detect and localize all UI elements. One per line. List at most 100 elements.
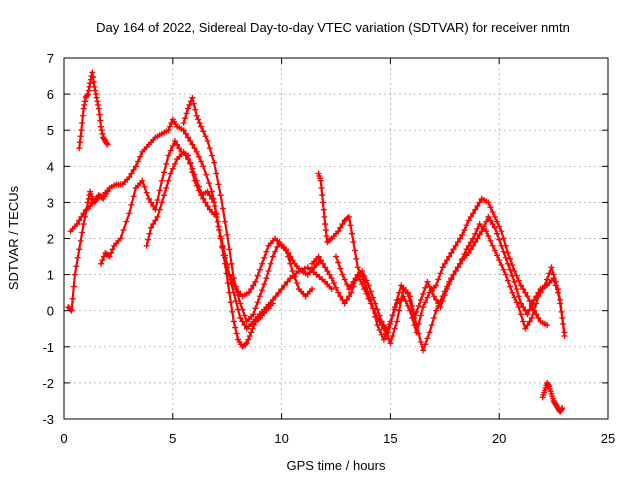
data-point-marker: [319, 199, 326, 206]
data-point-marker: [504, 277, 511, 284]
data-point-marker: [439, 264, 446, 271]
data-point-marker: [363, 277, 370, 284]
data-point-marker: [476, 199, 483, 206]
data-point-marker: [150, 221, 157, 228]
data-point-marker: [193, 112, 200, 119]
data-point-marker: [520, 318, 527, 325]
data-point-marker: [433, 307, 440, 314]
data-point-marker: [252, 278, 259, 285]
series-trace-c: [67, 116, 276, 350]
data-point-marker: [374, 306, 381, 313]
data-point-marker: [189, 94, 196, 101]
data-point-marker: [198, 158, 205, 165]
data-point-marker: [139, 177, 146, 184]
data-point-marker: [85, 87, 92, 94]
data-point-marker: [491, 247, 498, 254]
data-point-marker: [226, 246, 233, 253]
data-point-marker: [356, 276, 363, 283]
data-point-marker: [94, 98, 101, 105]
data-point-marker: [322, 227, 329, 234]
data-point-marker: [156, 187, 163, 194]
data-point-marker: [243, 340, 250, 347]
data-point-marker: [213, 170, 220, 177]
data-point-marker: [161, 192, 168, 199]
data-point-marker: [237, 314, 244, 321]
data-point-marker: [348, 282, 355, 289]
data-point-marker: [511, 278, 518, 285]
data-point-marker: [509, 289, 516, 296]
data-point-marker: [317, 177, 324, 184]
data-point-marker: [232, 324, 239, 331]
data-point-marker: [202, 199, 209, 206]
data-point-marker: [422, 299, 429, 306]
data-point-marker: [128, 201, 135, 208]
data-point-marker: [463, 222, 470, 229]
data-point-marker: [454, 239, 461, 246]
data-point-marker: [77, 237, 84, 244]
data-point-marker: [167, 170, 174, 177]
data-point-marker: [507, 283, 514, 290]
data-point-marker: [450, 271, 457, 278]
data-point-marker: [95, 105, 102, 112]
data-point-marker: [491, 224, 498, 231]
data-point-marker: [528, 314, 535, 321]
data-point-marker: [318, 184, 325, 191]
data-point-marker: [561, 329, 568, 336]
data-point-marker: [348, 289, 355, 296]
data-point-marker: [206, 145, 213, 152]
data-point-marker: [103, 140, 110, 147]
data-point-marker: [241, 312, 248, 319]
data-point-marker: [448, 249, 455, 256]
x-tick-label: 15: [383, 431, 397, 446]
data-point-marker: [217, 233, 224, 240]
data-point-marker: [154, 213, 161, 220]
data-point-marker: [252, 305, 259, 312]
data-point-marker: [380, 336, 387, 343]
data-point-marker: [213, 213, 220, 220]
data-point-marker: [322, 221, 329, 228]
data-point-marker: [487, 217, 494, 224]
series-layer: [65, 69, 568, 415]
data-point-marker: [539, 286, 546, 293]
data-point-marker: [367, 288, 374, 295]
data-point-marker: [165, 152, 172, 159]
data-point-marker: [96, 111, 103, 118]
data-point-marker: [476, 231, 483, 238]
data-point-marker: [71, 271, 78, 278]
data-point-marker: [185, 105, 192, 112]
data-point-marker: [215, 223, 222, 230]
data-point-marker: [224, 231, 231, 238]
data-point-marker: [544, 322, 551, 329]
data-point-marker: [415, 330, 422, 337]
data-point-marker: [369, 294, 376, 301]
data-point-marker: [541, 282, 548, 289]
data-point-marker: [446, 281, 453, 288]
data-point-marker: [187, 159, 194, 166]
data-point-marker: [335, 289, 342, 296]
data-point-marker: [522, 307, 529, 314]
data-point-marker: [351, 247, 358, 254]
data-point-marker: [435, 300, 442, 307]
data-point-marker: [245, 336, 252, 343]
data-point-marker: [104, 141, 111, 148]
data-point-marker: [439, 298, 446, 305]
data-point-marker: [417, 312, 424, 319]
data-point-marker: [192, 106, 199, 113]
data-point-marker: [128, 170, 135, 177]
data-point-marker: [443, 286, 450, 293]
data-point-marker: [248, 286, 255, 293]
data-point-marker: [509, 261, 516, 268]
y-tick-label: -1: [42, 340, 54, 355]
data-point-marker: [152, 217, 159, 224]
data-point-marker: [509, 272, 516, 279]
data-point-marker: [282, 246, 289, 253]
data-point-marker: [343, 296, 350, 303]
data-point-marker: [378, 318, 385, 325]
y-tick-label: 3: [47, 195, 54, 210]
data-point-marker: [391, 325, 398, 332]
data-point-marker: [76, 246, 83, 253]
y-tick-label: 0: [47, 304, 54, 319]
data-point-marker: [546, 270, 553, 277]
data-point-marker: [150, 203, 157, 210]
data-point-marker: [511, 294, 518, 301]
